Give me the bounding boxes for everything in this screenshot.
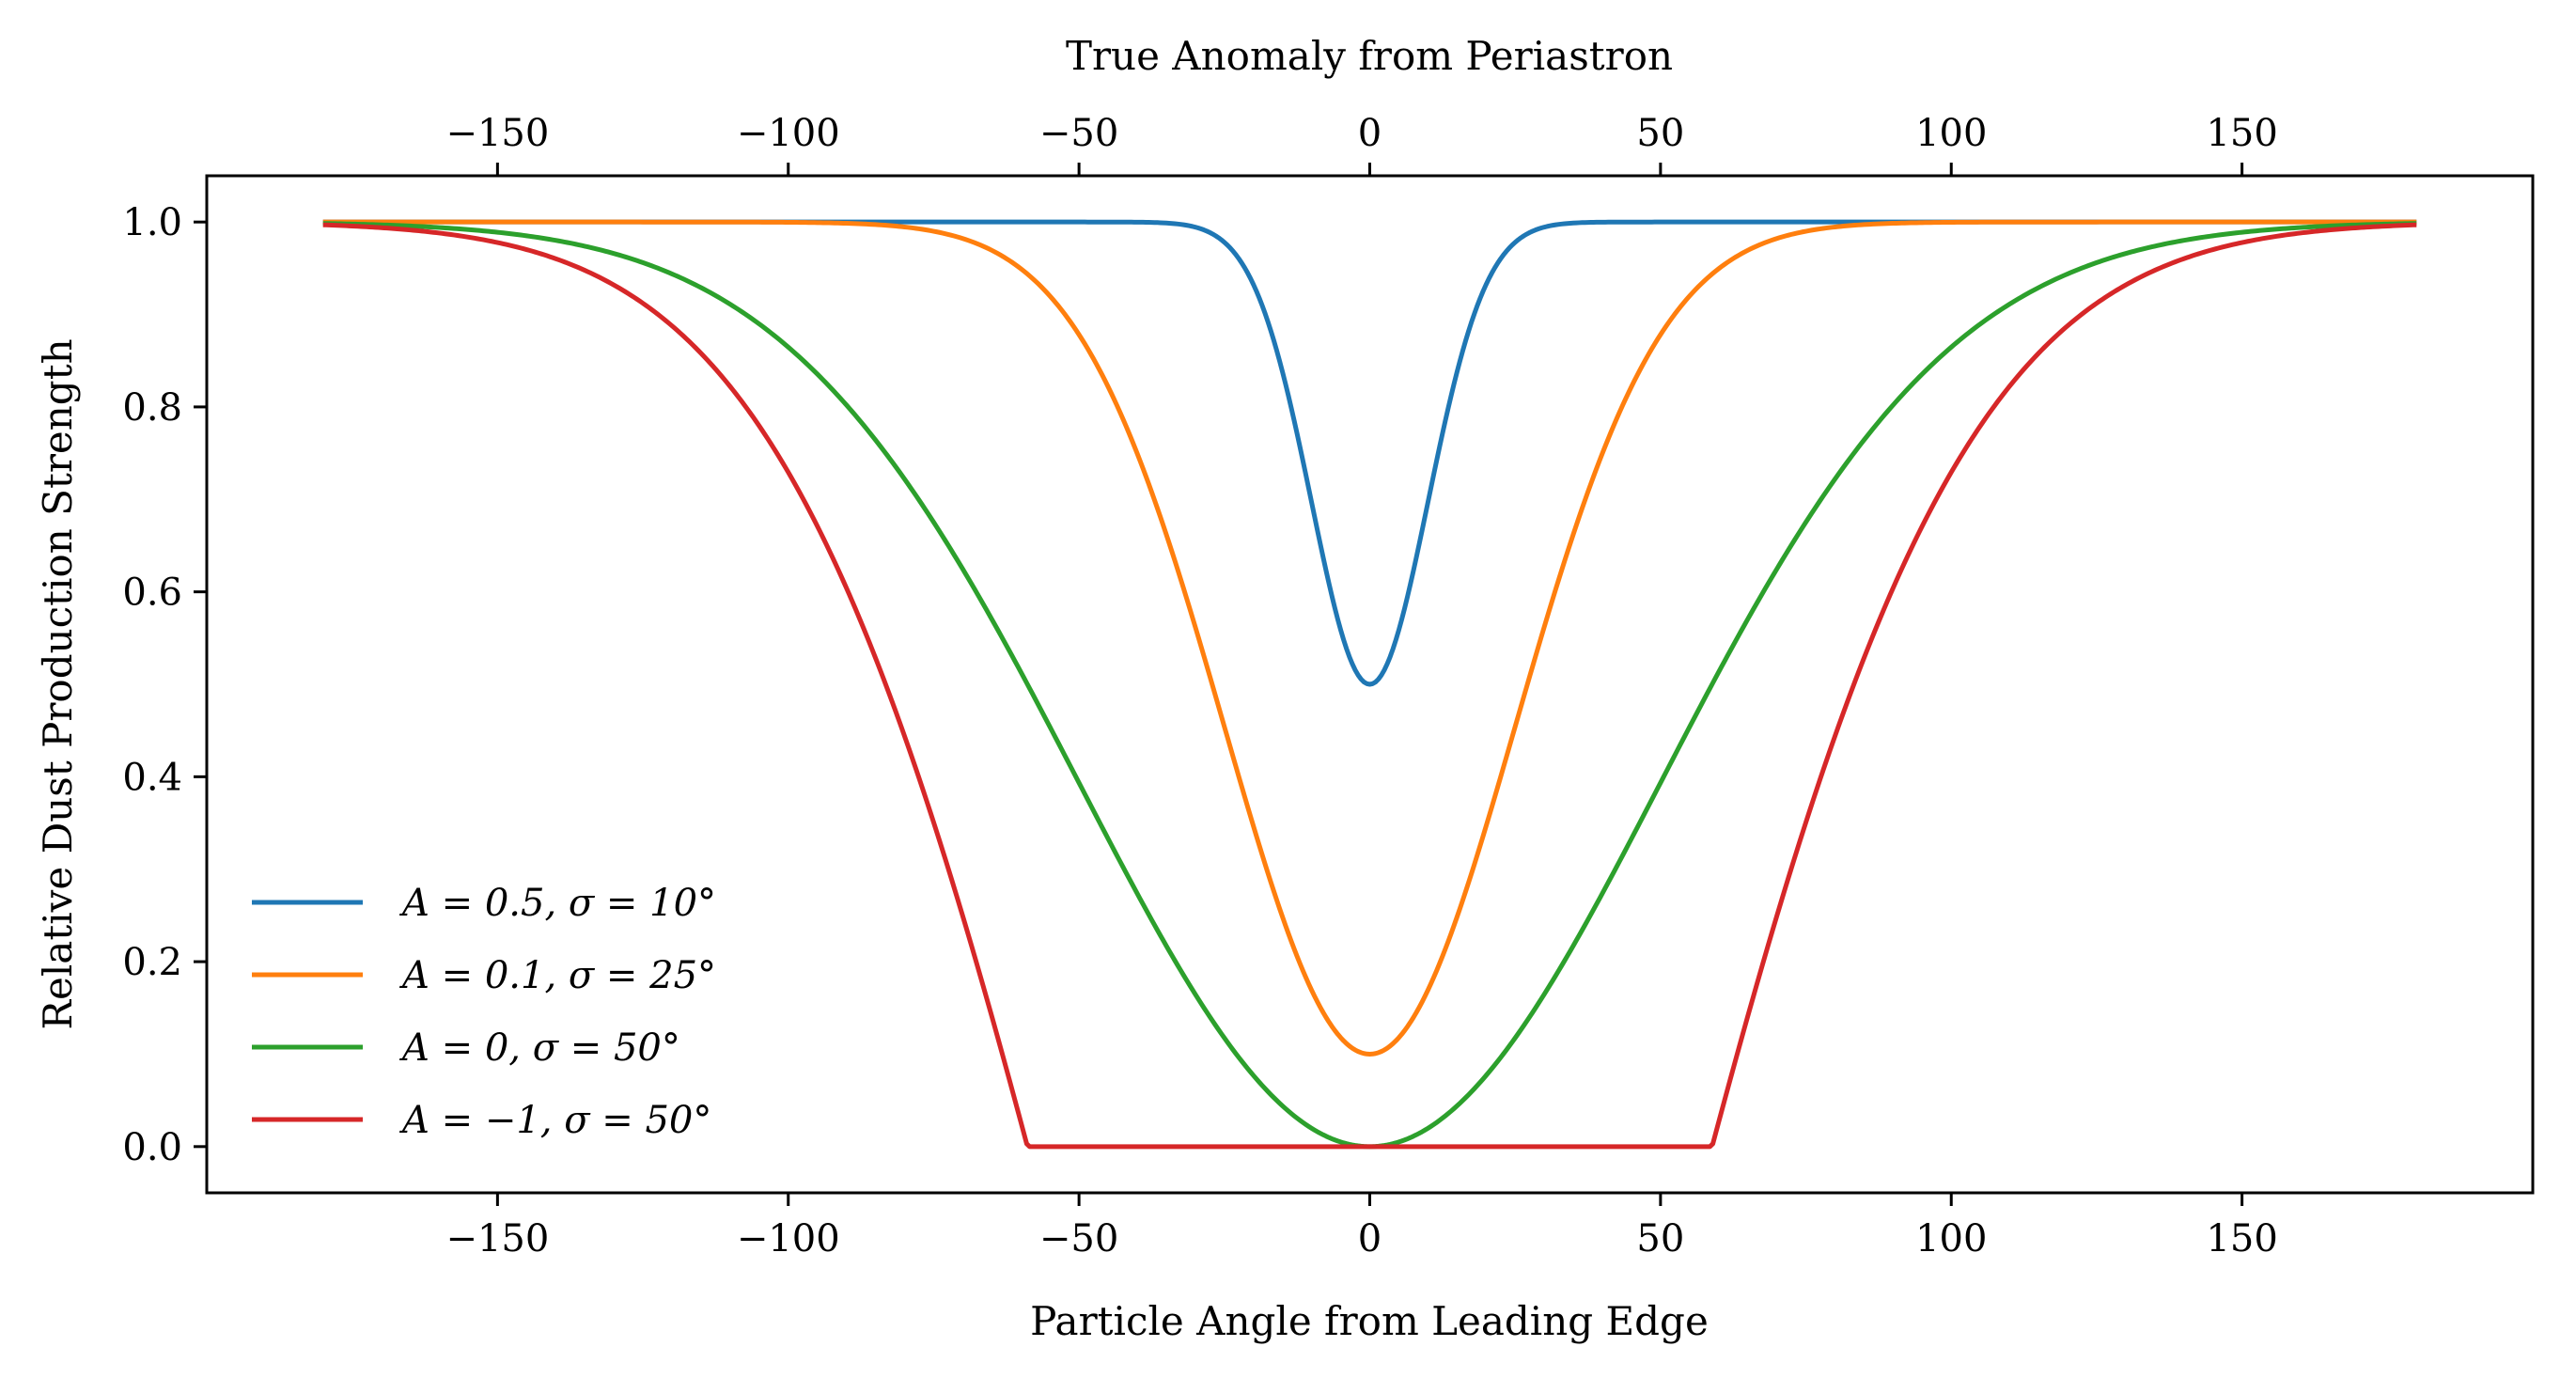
legend-label-2: A = 0.1, σ = 25°: [398, 954, 716, 997]
y-tick-label: 1.0: [122, 201, 182, 244]
legend-label-3: A = 0, σ = 50°: [398, 1026, 680, 1070]
series-line-4: [322, 222, 2417, 1150]
x2-tick-label: −100: [737, 112, 840, 155]
y-tick-label: 0.4: [122, 756, 182, 799]
x-tick-label: 50: [1636, 1217, 1684, 1261]
x-axis-title: Particle Angle from Leading Edge: [1030, 1298, 1709, 1344]
x2-axis-title: True Anomaly from Periastron: [1066, 33, 1673, 79]
x2-tick-label: −150: [445, 112, 549, 155]
legend: A = 0.5, σ = 10° A = 0.1, σ = 25° A = 0, σ…: [252, 882, 716, 1142]
plot-area: −150 −100 −50 0 50 100 150 −150 −100 −50 0 50 100 15…: [122, 112, 2535, 1261]
series-line-2: [322, 219, 2417, 1057]
x-tick-label: −150: [445, 1217, 549, 1261]
x-tick-label: 0: [1358, 1217, 1382, 1261]
legend-label-4: A = −1, σ = 50°: [398, 1099, 711, 1142]
x2-tick-label: 150: [2206, 112, 2277, 155]
x-axis-bottom: −150 −100 −50 0 50 100 150: [445, 1193, 2278, 1261]
x2-tick-label: −50: [1039, 112, 1118, 155]
series-line-1: [322, 219, 2417, 687]
x2-tick-label: 0: [1358, 112, 1382, 155]
legend-label-1: A = 0.5, σ = 10°: [398, 882, 716, 925]
x-tick-label: 100: [1915, 1217, 1987, 1261]
x-tick-label: −100: [737, 1217, 840, 1261]
x2-tick-label: 100: [1915, 112, 1987, 155]
x-tick-label: 150: [2206, 1217, 2277, 1261]
y-tick-label: 0.2: [122, 941, 182, 984]
y-axis: 0.0 0.2 0.4 0.6 0.8 1.0: [122, 201, 207, 1169]
y-tick-label: 0.6: [122, 572, 182, 615]
x-tick-label: −50: [1039, 1217, 1118, 1261]
y-axis-title: Relative Dust Production Strength: [35, 338, 81, 1029]
y-tick-label: 0.8: [122, 386, 182, 430]
x-axis-top: −150 −100 −50 0 50 100 150: [445, 112, 2278, 176]
series-layer: [322, 219, 2417, 1150]
x2-tick-label: 50: [1636, 112, 1684, 155]
y-tick-label: 0.0: [122, 1126, 182, 1169]
